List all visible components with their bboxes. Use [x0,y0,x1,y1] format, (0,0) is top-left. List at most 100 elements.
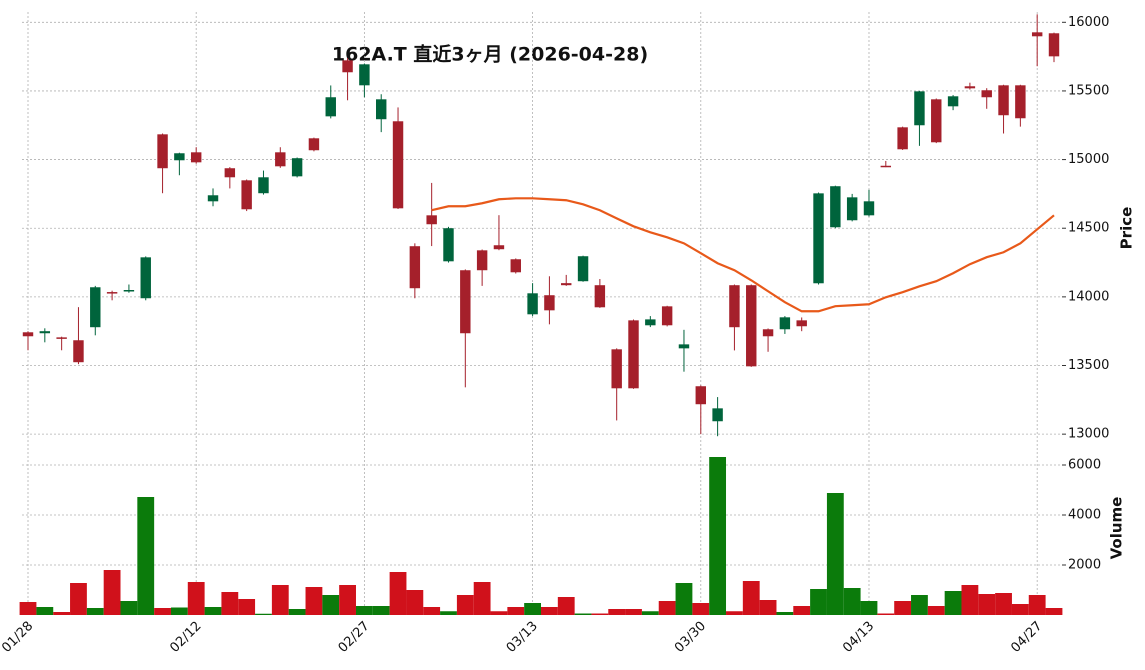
candle-body [325,97,336,117]
candle-body [527,293,538,315]
candle-body [207,195,219,202]
candle-body [678,344,690,349]
candle-body [190,152,202,163]
candle-body [762,329,774,337]
candle-body [392,121,404,209]
y-tick-label: 16000 [1068,15,1109,30]
volume-bar [305,587,323,615]
volume-bar [927,606,945,615]
candle-body [106,292,118,294]
volume-bar [709,457,727,615]
volume-bar [389,572,407,615]
volume-bar [440,611,457,615]
candle-body [342,60,353,73]
candle-body [998,85,1009,116]
volume-bar [238,599,256,615]
candle-body [846,197,858,221]
volume-bar [675,583,693,615]
volume-bar [456,595,474,615]
volume-bar [1028,595,1046,615]
volume-bar [608,609,626,615]
y-tick-label: 13000 [1068,427,1109,442]
candle-body [544,295,555,311]
candle-body [308,138,320,151]
candle-body [1031,32,1043,37]
volume-bar [742,581,760,615]
candle-body [460,270,471,334]
candle-body [56,337,67,339]
candle-body [947,96,959,107]
candle-body [123,290,135,292]
volume-bar [810,589,827,615]
y-tick-label: 14000 [1068,289,1109,304]
candle-body [746,285,757,367]
moving-average-line [431,197,1055,313]
candle-body [931,99,942,143]
volume-bar [322,595,340,615]
candle-body [964,86,976,89]
volume-bar [204,607,222,615]
candle-body [1015,85,1026,119]
volume-bar [70,583,87,615]
candle-body [443,228,454,262]
candle-body [830,186,841,228]
volume-bar [36,607,54,615]
volume-bar [574,613,592,615]
volume-bar [406,590,424,615]
volume-bar [793,606,811,615]
candle-body [22,332,34,337]
volume-bar [658,601,676,615]
volume-bar [894,601,912,615]
volume-bar [641,611,659,615]
volume-bar [154,608,171,615]
volume-bar [355,606,373,615]
volume-bar [625,609,642,615]
volume-bar [1011,604,1029,615]
candle-body [476,250,488,271]
volume-bar [473,582,491,615]
y-tick-label: 15000 [1068,152,1109,167]
candle-body [661,306,673,326]
y-tick-label: 6000 [1068,458,1101,473]
candle-body [577,256,589,282]
candle-body [645,319,656,326]
y-axis-label: Price [1118,207,1136,250]
candle-body [375,99,387,120]
volume-bar [995,593,1012,615]
volume-bar [103,570,121,615]
volume-bar [137,497,155,615]
candle-body [695,386,707,405]
y-tick-label: 13500 [1068,358,1109,373]
volume-bar [843,588,861,615]
volume-bar [490,611,508,615]
candle-body [359,64,370,86]
volume-bar [557,597,575,615]
x-tick-label: 02/27 [336,619,373,656]
volume-bar [423,607,441,615]
x-tick-label: 04/27 [1008,619,1045,656]
volume-bar [170,607,188,615]
volume-bar [524,603,541,615]
volume-bar [187,582,205,615]
candle-body [241,180,252,210]
x-tick-label: 03/30 [672,619,709,656]
candle-body [611,349,622,389]
candle-body [897,127,908,150]
candle-body [291,158,303,177]
volume-bar [860,601,878,615]
volume-bar [339,585,356,615]
candle-body [493,245,505,250]
candle-body [39,331,51,334]
candle-body [174,153,185,161]
volume-bar [541,607,558,615]
y-tick-label: 14500 [1068,221,1109,236]
volume-bar [961,585,979,615]
candle-body [729,285,740,328]
y-tick-label: 15500 [1068,83,1109,98]
volume-bar [692,603,710,615]
volume-bar [86,608,104,615]
candle-body [796,320,807,327]
volume-bar [372,606,390,615]
x-tick-label: 02/12 [167,619,204,656]
